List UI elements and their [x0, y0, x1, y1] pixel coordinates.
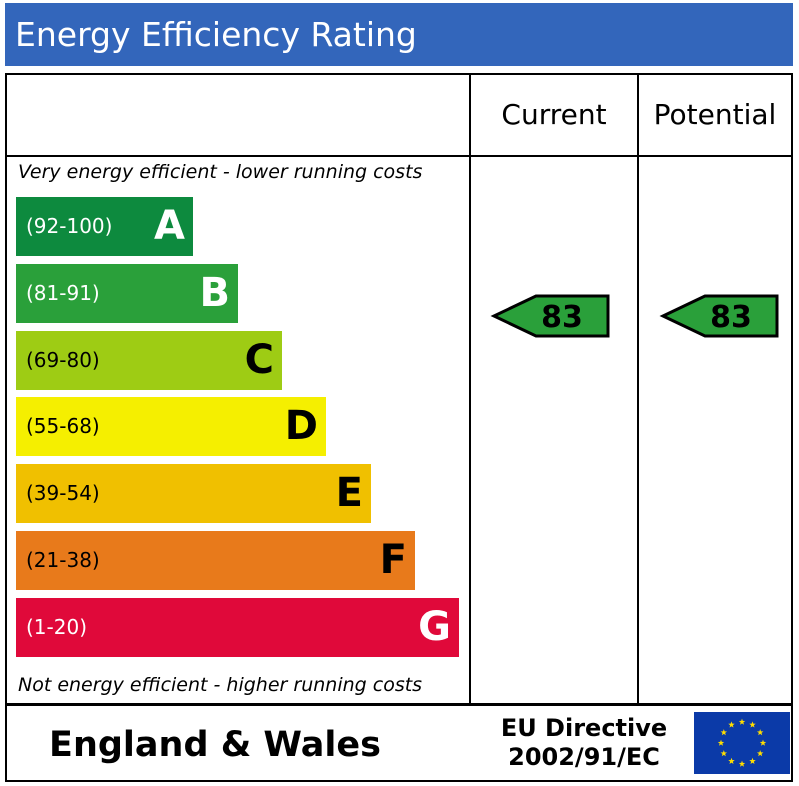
band-range-label: (92-100)	[26, 214, 113, 238]
eu-star	[728, 757, 735, 764]
page-title: Energy Efficiency Rating	[5, 3, 793, 66]
band-letter: A	[154, 203, 185, 249]
potential-rating-value: 83	[710, 300, 752, 335]
current-rating-arrow: 83	[490, 294, 610, 338]
footer-divider	[7, 703, 791, 706]
directive-line-2: 2002/91/EC	[508, 743, 660, 771]
divider-current	[469, 75, 471, 704]
band-letter: C	[244, 337, 274, 383]
divider-potential	[637, 75, 639, 704]
eu-flag-icon	[694, 712, 790, 774]
band-range-label: (81-91)	[26, 281, 100, 305]
eu-star	[717, 739, 725, 746]
band-e: (39-54) E	[16, 464, 371, 523]
band-b: (81-91) B	[16, 264, 238, 323]
eu-star	[756, 750, 764, 757]
eu-directive: EU Directive 2002/91/EC	[500, 714, 668, 772]
band-range-label: (39-54)	[26, 481, 100, 505]
band-d: (55-68) D	[16, 397, 326, 456]
band-range-label: (21-38)	[26, 548, 100, 572]
eu-star	[756, 729, 764, 736]
band-range-label: (55-68)	[26, 414, 100, 438]
directive-line-1: EU Directive	[500, 714, 668, 742]
eu-star	[749, 721, 756, 728]
band-g: (1-20) G	[16, 598, 459, 657]
band-letter: G	[418, 604, 451, 650]
eu-star	[738, 760, 746, 767]
band-range-label: (1-20)	[26, 615, 87, 639]
band-letter: D	[284, 403, 318, 449]
band-letter: F	[379, 537, 407, 583]
eu-star	[720, 750, 728, 757]
band-range-label: (69-80)	[26, 348, 100, 372]
potential-rating-arrow: 83	[659, 294, 779, 338]
eu-star	[738, 718, 746, 725]
eu-star	[759, 739, 767, 746]
caption-bottom: Not energy efficient - higher running co…	[18, 674, 423, 696]
band-a: (92-100) A	[16, 197, 193, 256]
column-header-potential: Potential	[653, 98, 777, 131]
current-rating-value: 83	[541, 300, 583, 335]
eu-star	[728, 721, 735, 728]
band-letter: E	[335, 470, 363, 516]
region-label: England & Wales	[49, 725, 381, 765]
eu-star	[749, 757, 756, 764]
caption-top: Very energy efficient - lower running co…	[18, 161, 423, 183]
band-f: (21-38) F	[16, 531, 415, 590]
band-c: (69-80) C	[16, 331, 282, 390]
band-letter: B	[199, 270, 231, 316]
eu-star	[720, 729, 728, 736]
header-divider	[7, 155, 791, 157]
chart-frame	[5, 73, 793, 782]
column-header-current: Current	[501, 98, 607, 131]
